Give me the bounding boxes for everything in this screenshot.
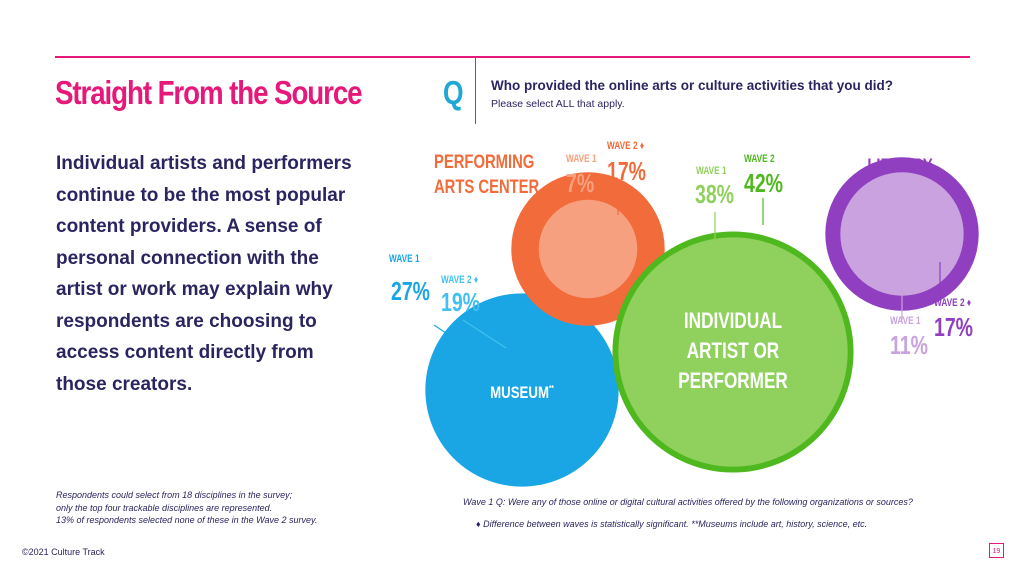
wave2-label: WAVE 2 ♦: [441, 274, 478, 286]
survey-instruction: Please select ALL that apply.: [491, 98, 625, 110]
wave1-value: 38%: [695, 179, 734, 208]
category-label: INDIVIDUAL: [684, 309, 782, 334]
wave2-label: WAVE 2: [744, 153, 775, 165]
wave1-label: WAVE 1: [890, 315, 921, 327]
wave2-label: WAVE 2 ♦: [607, 140, 644, 152]
copyright: ©2021 Culture Track: [22, 547, 105, 557]
wave1-value: 11%: [890, 330, 928, 359]
wave1-label: WAVE 1: [696, 165, 727, 177]
question-marker: Q: [443, 74, 464, 111]
wave1-label: WAVE 1: [389, 253, 420, 265]
methodology-footnote: Respondents could select from 18 discipl…: [56, 489, 356, 527]
header-divider: [475, 58, 476, 124]
wave2-value: 17%: [934, 312, 973, 341]
category-label: LIBRARY: [867, 155, 933, 176]
key-finding-text: Individual artists and performers contin…: [56, 153, 352, 395]
wave1-bubble: [840, 172, 964, 296]
page-number: 19: [989, 543, 1004, 558]
survey-question: Who provided the online arts or culture …: [491, 78, 894, 93]
wave1-connector: [433, 324, 484, 359]
category-label: MUSEUM**: [490, 384, 554, 403]
category-label: ARTIST OR: [687, 339, 779, 364]
significance-text: Difference between waves is statisticall…: [483, 519, 868, 529]
wave1-bubble: [425, 293, 619, 487]
diamond-icon: ♦: [476, 519, 481, 529]
wave1-bubble: [618, 237, 848, 467]
page-title: Straight From the Source: [55, 74, 363, 111]
footnote-line: only the top four trackable disciplines …: [56, 502, 273, 513]
footnote-line: 13% of respondents selected none of thes…: [56, 515, 318, 525]
wave2-label: WAVE 2 ♦: [934, 297, 971, 309]
top-rule: [55, 56, 970, 58]
category-label: ARTS CENTER: [434, 176, 539, 197]
wave1-value: 27%: [391, 276, 430, 305]
category-label-suffix: **: [549, 384, 554, 393]
wave2-value: 19%: [441, 287, 480, 316]
wave2-value: 17%: [607, 156, 646, 185]
category-label: PERFORMING: [434, 151, 534, 172]
wave1-bubble: [538, 199, 638, 299]
significance-note: ♦ Difference between waves is statistica…: [476, 519, 867, 529]
wave1-value: 7%: [566, 168, 594, 197]
wave2-value: 42%: [744, 168, 783, 197]
source-question-note: Wave 1 Q: Were any of those online or di…: [463, 497, 913, 507]
wave1-label: WAVE 1: [566, 153, 597, 165]
category-label: PERFORMER: [678, 369, 788, 394]
footnote-line: Respondents could select from 18 discipl…: [56, 490, 293, 500]
wave2-connector: [462, 319, 507, 349]
